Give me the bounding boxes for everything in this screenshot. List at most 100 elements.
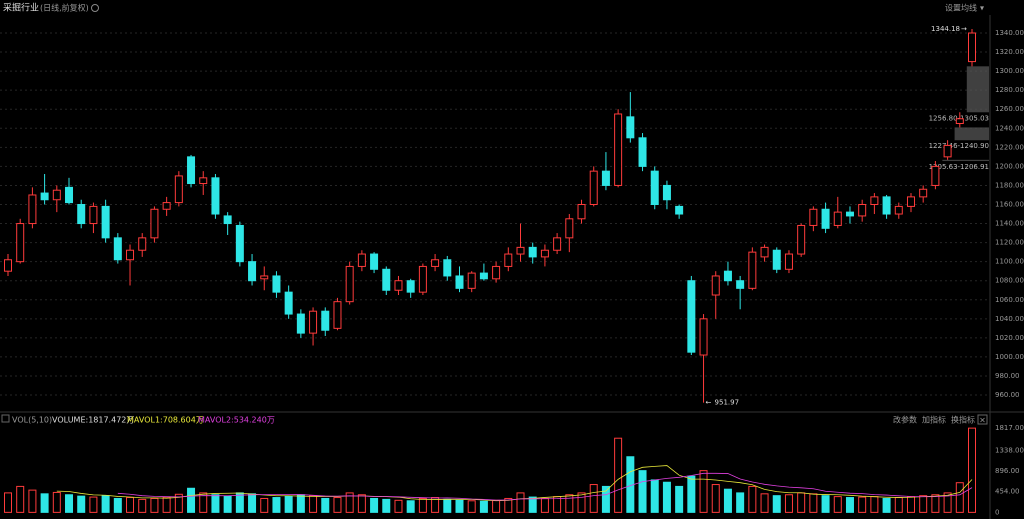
- candle-body: [784, 253, 793, 270]
- candle-body: [858, 203, 867, 217]
- candle-body: [406, 280, 415, 293]
- y-tick-label: 1180.00: [995, 181, 1024, 189]
- volume-bar: [431, 497, 440, 513]
- volume-bar: [858, 496, 867, 513]
- volume-bar: [492, 499, 501, 513]
- y-tick-label: 980.00: [995, 372, 1020, 380]
- y-tick-label: 1000.00: [995, 353, 1024, 361]
- volume-bar: [321, 497, 330, 513]
- candle-body: [845, 211, 854, 217]
- volume-bar: [638, 470, 647, 513]
- y-tick-label: 1040.00: [995, 315, 1024, 323]
- volume-bar: [455, 499, 464, 513]
- candle-body: [113, 237, 122, 261]
- volume-bar: [345, 492, 354, 513]
- volume-bar: [906, 496, 915, 513]
- candle-body: [638, 137, 647, 167]
- candle-body: [321, 310, 330, 331]
- button[interactable]: 加指标: [922, 415, 946, 425]
- y-tick-label: 1100.00: [995, 258, 1024, 266]
- volume-bar: [833, 496, 842, 513]
- candle-body: [748, 251, 757, 289]
- candle-body: [943, 144, 952, 158]
- volume-bar: [150, 497, 159, 513]
- volume-bar: [382, 498, 391, 513]
- volume-bar: [614, 437, 623, 513]
- volume-bar: [101, 495, 110, 513]
- volume-bar: [760, 493, 769, 513]
- title: 采掘行业: [3, 2, 39, 14]
- candle-body: [28, 194, 37, 225]
- volume-bar: [28, 489, 37, 513]
- candle-body: [4, 259, 12, 272]
- candle-body: [723, 270, 732, 282]
- gap-box: [966, 66, 989, 113]
- y-tick-label: 1817.00: [995, 424, 1024, 432]
- y-tick-label: 1260.00: [995, 105, 1024, 113]
- volume-bar: [272, 497, 281, 513]
- candle-body: [52, 189, 61, 201]
- volume-bar: [736, 492, 745, 513]
- help-icon[interactable]: [1, 414, 10, 423]
- candle-body: [833, 211, 842, 226]
- candle-body: [16, 223, 25, 263]
- dropdown-arrow: ▾: [980, 4, 984, 13]
- button[interactable]: 换指标: [951, 415, 975, 425]
- volume-bar: [174, 493, 183, 513]
- candle-body: [711, 275, 720, 296]
- volume-bar: [931, 494, 940, 513]
- candle-body: [919, 188, 928, 198]
- candle-body: [431, 259, 440, 267]
- candle-body: [589, 170, 598, 205]
- y-tick-label: 1160.00: [995, 200, 1024, 208]
- candle-body: [65, 186, 74, 204]
- candle-body: [89, 205, 98, 225]
- volume-bar: [809, 493, 818, 513]
- low-annotation: 951.97: [715, 399, 740, 407]
- volume-bar: [894, 497, 903, 513]
- gap-box: [954, 127, 989, 141]
- candle-body: [150, 208, 159, 239]
- volume-bar: [479, 500, 488, 513]
- candle-body: [675, 205, 684, 215]
- settings-icon[interactable]: [91, 4, 99, 12]
- candle-body: [955, 118, 964, 125]
- y-tick-label: 1340.00: [995, 29, 1024, 37]
- candle-body: [77, 203, 86, 225]
- candle-body: [650, 170, 659, 205]
- y-tick-label: 1280.00: [995, 86, 1024, 94]
- volume-bar: [601, 485, 610, 513]
- candle-body: [772, 249, 781, 270]
- candle-body: [418, 265, 427, 293]
- candle-body: [235, 224, 244, 263]
- candle-body: [187, 156, 196, 185]
- y-tick-label: 1120.00: [995, 239, 1024, 247]
- candle-body: [492, 265, 501, 280]
- volume-bar: [516, 492, 525, 513]
- candle-body: [284, 291, 293, 315]
- volume-bar: [65, 494, 74, 513]
- candle-body: [601, 170, 610, 186]
- candle-body: [394, 280, 403, 291]
- candle-body: [614, 113, 623, 186]
- volume-bar: [113, 497, 122, 513]
- candle-body: [870, 196, 879, 205]
- close-button[interactable]: [977, 414, 988, 425]
- volume-bar: [870, 496, 879, 513]
- volume-bar: [955, 482, 964, 513]
- y-tick-label: 1200.00: [995, 162, 1024, 170]
- candle-body: [382, 268, 391, 291]
- button[interactable]: 改参数: [893, 415, 917, 425]
- volume-bar: [882, 497, 891, 513]
- volume-bar: [40, 493, 49, 513]
- candle-body: [894, 205, 903, 215]
- candle-body: [199, 177, 208, 185]
- arrow: ←: [706, 399, 712, 407]
- volume-bar: [589, 484, 598, 513]
- volume-bar: [540, 497, 549, 513]
- arrow: →: [961, 25, 967, 33]
- volume-bar: [394, 499, 403, 513]
- volume-bar: [565, 494, 574, 513]
- ma-button[interactable]: 设置均线: [945, 3, 977, 13]
- candle-body: [40, 192, 49, 201]
